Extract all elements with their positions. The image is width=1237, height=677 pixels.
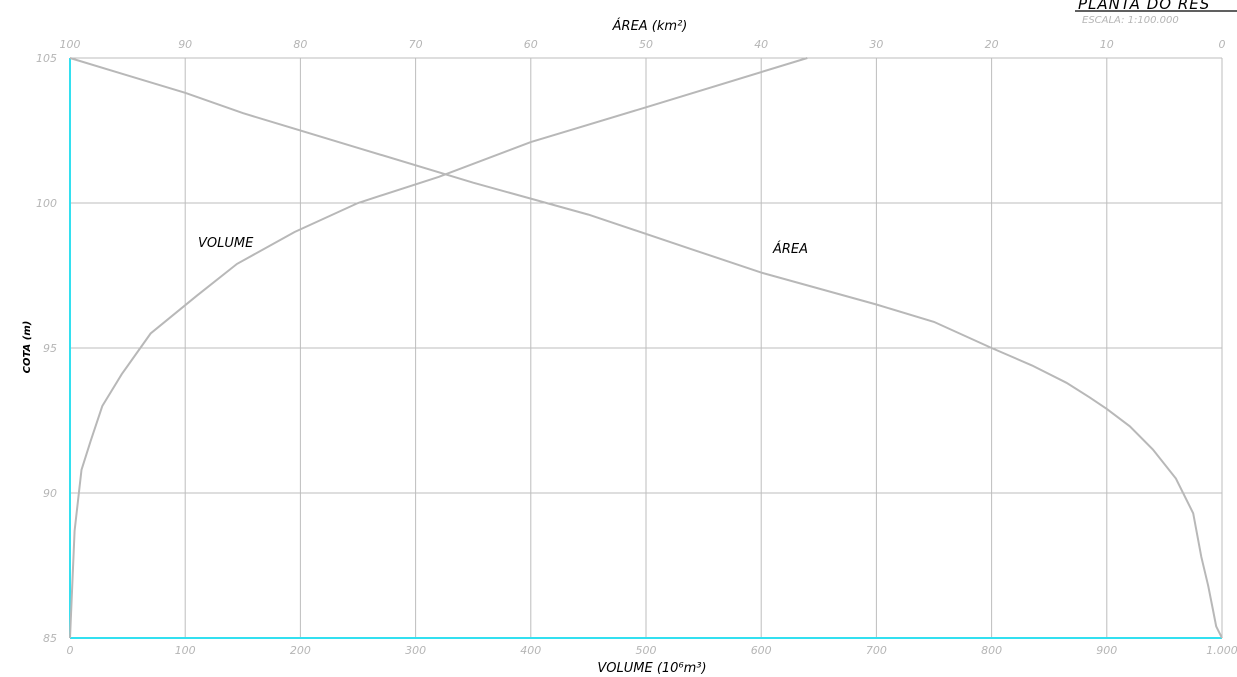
y-axis-title: COTA (m): [22, 321, 33, 374]
x2-tick-label: 50: [639, 38, 653, 51]
x-tick-label: 500: [636, 644, 657, 657]
volume-curve: [69, 57, 808, 639]
header-scale: ESCALA: 1:100.000: [1082, 15, 1179, 26]
x-tick-label: 400: [520, 644, 541, 657]
header-title: PLANTA DO RES: [1078, 0, 1210, 13]
y-tick-label: 90: [43, 487, 57, 500]
y-tick-label: 85: [43, 632, 57, 645]
x-tick-label: 200: [290, 644, 311, 657]
x-tick-label: 300: [405, 644, 426, 657]
x2-tick-label: 20: [985, 38, 999, 51]
x2-tick-label: 30: [869, 38, 883, 51]
top-axis-title: ÁREA (km²): [612, 18, 688, 34]
x2-tick-label: 80: [293, 38, 307, 51]
x2-tick-label: 10: [1100, 38, 1114, 51]
bottom-axis-title: VOLUME (10⁶m³): [597, 661, 706, 676]
x-tick-label: 700: [866, 644, 887, 657]
x2-tick-label: 40: [754, 38, 768, 51]
x2-tick-label: 60: [524, 38, 538, 51]
grid: [69, 57, 1223, 639]
curves: [69, 57, 1223, 639]
x-tick-label: 100: [175, 644, 196, 657]
area-curve-label: ÁREA: [772, 241, 808, 257]
x2-tick-label: 90: [178, 38, 192, 51]
x-tick-label: 900: [1096, 644, 1117, 657]
volume-curve-label: VOLUME: [198, 236, 254, 251]
x-tick-label: 1.000: [1206, 644, 1237, 657]
x2-tick-label: 100: [60, 38, 81, 51]
y-tick-label: 95: [43, 342, 57, 355]
x-tick-label: 800: [981, 644, 1002, 657]
area-curve: [69, 57, 1223, 639]
y-tick-label: 100: [36, 197, 57, 210]
x-tick-label: 600: [751, 644, 772, 657]
y-tick-label: 105: [36, 52, 57, 65]
highlight-axes: [69, 58, 1222, 639]
x2-tick-label: 70: [409, 38, 423, 51]
x2-tick-label: 0: [1219, 38, 1226, 51]
x-tick-label: 0: [67, 644, 74, 657]
